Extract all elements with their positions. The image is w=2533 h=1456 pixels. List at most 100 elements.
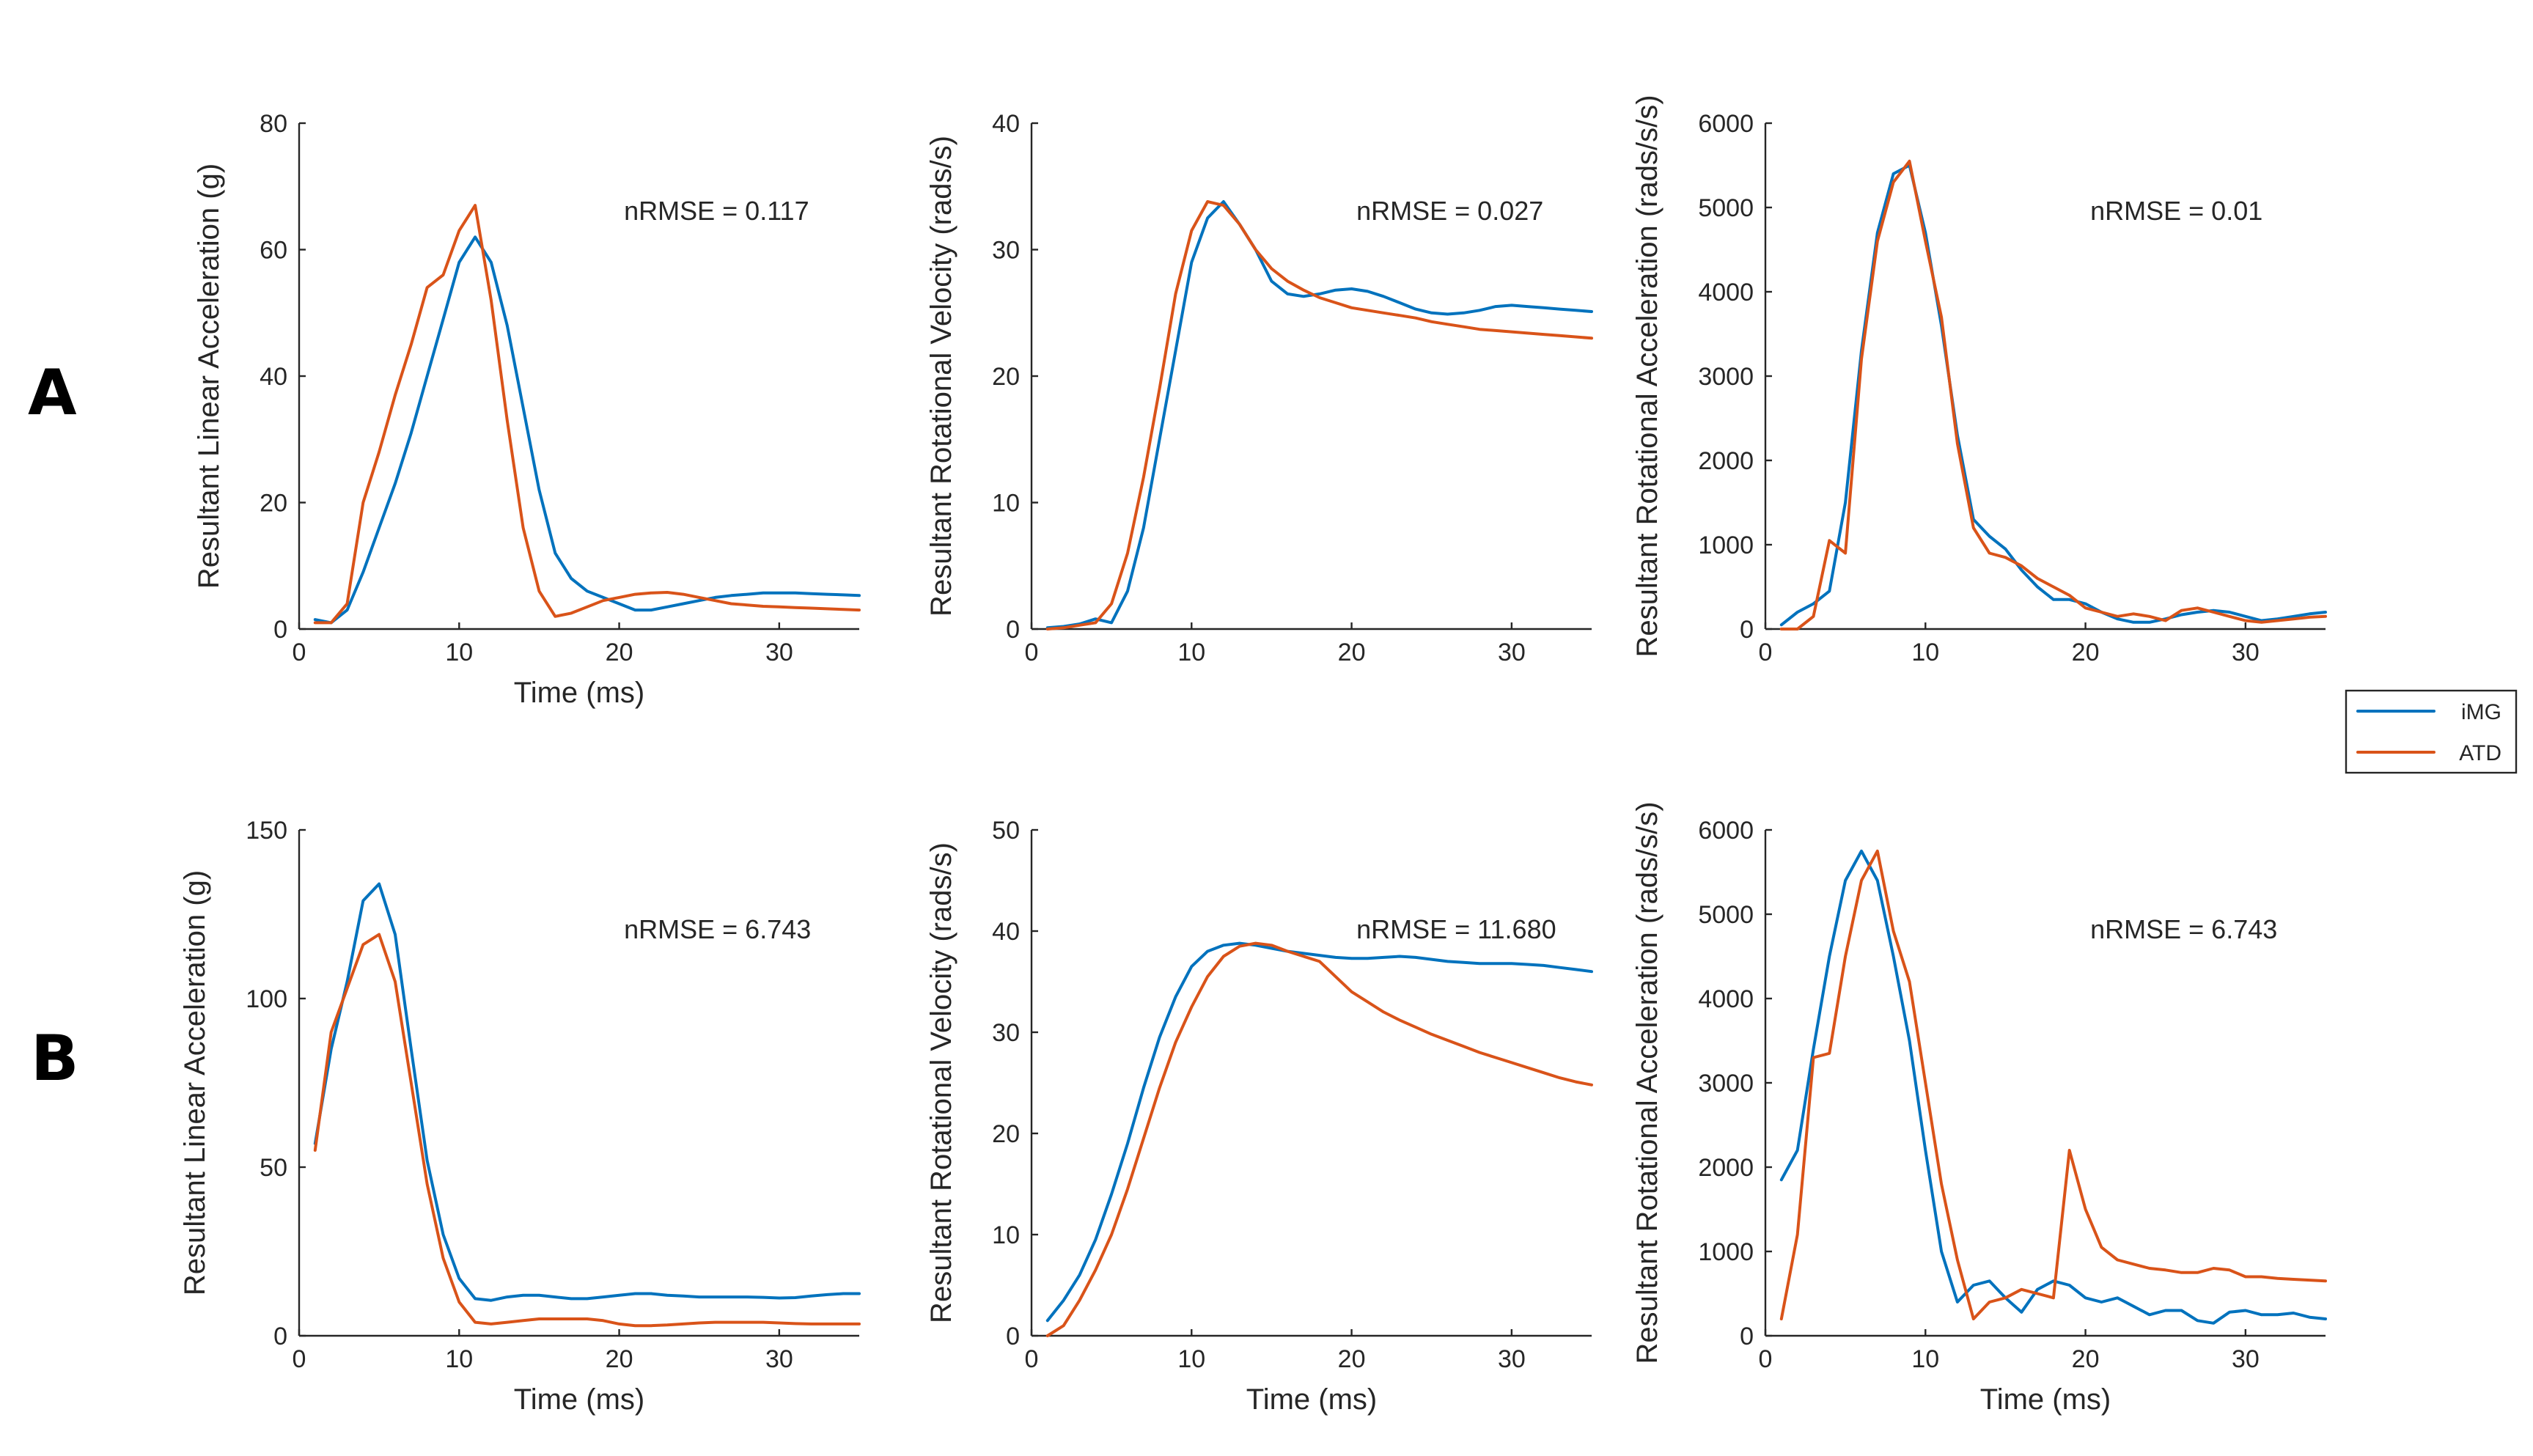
panel-a-3-y-tick-label: 4000 [1698,279,1754,306]
panel-b-2-y-tick-label: 0 [1006,1323,1020,1350]
panel-a-3-y-tick-label: 6000 [1698,110,1754,138]
panel-b-1-y-label: Resultant Linear Acceleration (g) [179,870,211,1295]
panel-b-2-y-tick-label: 30 [992,1019,1020,1047]
panel-b-1-nrmse-annotation: nRMSE = 6.743 [624,914,811,944]
panel-b-1-y-tick-label: 100 [246,985,287,1013]
panel-b-3-y-tick-label: 5000 [1698,901,1754,929]
panel-a-3-y-tick-label: 1000 [1698,532,1754,559]
panel-a-1-x-tick-label: 30 [765,639,793,666]
panel-a-1-y-label: Resultant Linear Acceleration (g) [193,163,225,589]
panel-a-2-x-tick-label: 30 [1498,639,1526,666]
legend: iMG ATD [2345,689,2518,774]
panel-a-1-y-tick-label: 60 [260,237,287,265]
panel-b-1-series-atd [313,933,861,1328]
panel-a-3-x-tick-label: 30 [2232,639,2260,666]
panel-b-2-x-tick-label: 0 [1025,1345,1039,1373]
panel-b-1-y-tick-label: 0 [273,1323,287,1350]
legend-label-atd: ATD [2459,741,2501,765]
panel-a-1-x-tick-label: 20 [606,639,633,666]
panel-b-3-y-tick-label: 6000 [1698,817,1754,845]
panel-b-1-x-tick-label: 10 [445,1345,473,1373]
panel-b-2-y-tick-label: 40 [992,918,1020,946]
panel-b-2-y-tick-label: 10 [992,1221,1020,1249]
panel-b-3-x-tick-label: 0 [1759,1345,1773,1373]
panel-b-3-y-tick-label: 2000 [1698,1154,1754,1182]
panel-a-1-y-tick-label: 40 [260,363,287,391]
panel-b-2-series-img [1045,941,1593,1323]
panel-a-1-y-tick-label: 80 [260,110,287,138]
panel-a-1-series-atd [313,204,861,625]
panel-b-3-y-tick-label: 4000 [1698,985,1754,1013]
panel-b-3-y-label: Resultant Rotational Acceleration (rads/… [1631,801,1663,1364]
panel-b-3-series-atd [1779,849,2327,1320]
panel-b-1-series-img [313,882,861,1302]
panel-a-2-series-img [1045,200,1593,630]
panel-a-1-x-label: Time (ms) [514,677,644,709]
panel-a-3-y-tick-label: 3000 [1698,363,1754,391]
panel-a-3-y-tick-label: 5000 [1698,194,1754,222]
panel-a-3-y-label: Resultant Rotational Acceleration (rads/… [1631,95,1663,657]
panel-b-2-y-tick-label: 20 [992,1120,1020,1148]
panel-a-2-y-tick-label: 30 [992,237,1020,265]
panel-b-1-x-label: Time (ms) [514,1383,644,1416]
panel-a-2-nrmse-annotation: nRMSE = 0.027 [1356,196,1543,226]
row-label-b: B [31,1022,79,1095]
row-label-a: A [28,356,77,430]
panel-a-2: 0 10 20 30 0 10 20 30 40 Resultant Rotational Vel… [925,110,1593,666]
panel-a-1-nrmse-annotation: nRMSE = 0.117 [624,196,809,226]
panel-b-1-y-tick-label: 150 [246,817,287,845]
panel-a-2-y-tick-label: 10 [992,490,1020,518]
panel-a-3-series-img [1779,163,2327,627]
panel-a-2-x-tick-label: 0 [1025,639,1039,666]
panel-a-1-series-img [313,235,861,625]
panel-a-3-y-tick-label: 2000 [1698,447,1754,475]
panel-a-3-x-tick-label: 10 [1911,639,1939,666]
panel-b-3-x-label: Time (ms) [1980,1383,2111,1416]
panel-b-2-x-tick-label: 20 [1338,1345,1366,1373]
panel-b-1-x-tick-label: 20 [606,1345,633,1373]
panel-b-2-x-tick-label: 30 [1498,1345,1526,1373]
panel-b-2-nrmse-annotation: nRMSE = 11.680 [1356,914,1556,944]
panel-b-3-nrmse-annotation: nRMSE = 6.743 [2090,914,2277,944]
panel-b-2: 0 10 20 30 0 10 20 30 40 50 Time (ms) Resultant Rot… [925,817,1593,1416]
panel-a-2-x-tick-label: 20 [1338,639,1366,666]
panel-a-3-y-tick-label: 0 [1740,616,1754,644]
panel-a-1-y-tick-label: 0 [273,616,287,644]
panel-a-2-y-label: Resultant Rotational Velocity (rads/s) [925,136,957,617]
panel-a-2-y-tick-label: 0 [1006,616,1020,644]
panel-a-3-nrmse-annotation: nRMSE = 0.01 [2090,196,2262,226]
panels-group: 0 10 20 30 0 20 40 60 80 Time (ms) Resultant Linea… [179,95,2327,1416]
panel-a-1-x-tick-label: 0 [293,639,306,666]
panel-a-3-x-tick-label: 0 [1759,639,1773,666]
panel-a-3-x-tick-label: 20 [2072,639,2100,666]
panel-b-3-series-img [1779,849,2327,1325]
panel-b-2-series-atd [1045,941,1593,1337]
panel-b-3-y-tick-label: 0 [1740,1323,1754,1350]
panel-a-3: 0 10 20 30 0 1000 2000 3000 4000 5000 6000 Resultan… [1631,95,2327,666]
panel-b-3-y-tick-label: 3000 [1698,1070,1754,1097]
panel-b-1-y-tick-label: 50 [260,1154,287,1182]
panel-b-3-x-tick-label: 20 [2072,1345,2100,1373]
panel-a-1-x-tick-label: 10 [445,639,473,666]
panel-b-2-x-tick-label: 10 [1177,1345,1205,1373]
panel-b-1-x-tick-label: 0 [293,1345,306,1373]
panel-b-2-x-label: Time (ms) [1246,1383,1377,1416]
panel-b-3-x-tick-label: 10 [1911,1345,1939,1373]
panel-a-2-y-tick-label: 40 [992,110,1020,138]
panel-a-2-series-atd [1045,200,1593,630]
panel-b-3-y-tick-label: 1000 [1698,1238,1754,1266]
panel-a-1-y-tick-label: 20 [260,490,287,518]
panel-b-3-x-tick-label: 30 [2232,1345,2260,1373]
legend-box [2345,689,2518,774]
panel-b-2-y-label: Resultant Rotational Velocity (rads/s) [925,842,957,1323]
panel-b-1: 0 10 20 30 0 50 100 150 Time (ms) Resultant Linea… [179,817,861,1416]
legend-label-img: iMG [2461,700,2501,724]
panel-a-2-y-tick-label: 20 [992,363,1020,391]
panel-b-1-x-tick-label: 30 [765,1345,793,1373]
panel-a-2-x-tick-label: 10 [1177,639,1205,666]
panel-b-2-y-tick-label: 50 [992,817,1020,845]
panel-a-3-series-atd [1779,159,2327,630]
panel-a-1: 0 10 20 30 0 20 40 60 80 Time (ms) Resultant Linea… [193,110,861,709]
panel-b-3: 0 10 20 30 0 1000 2000 3000 4000 5000 6000 Time (ms… [1631,801,2327,1416]
